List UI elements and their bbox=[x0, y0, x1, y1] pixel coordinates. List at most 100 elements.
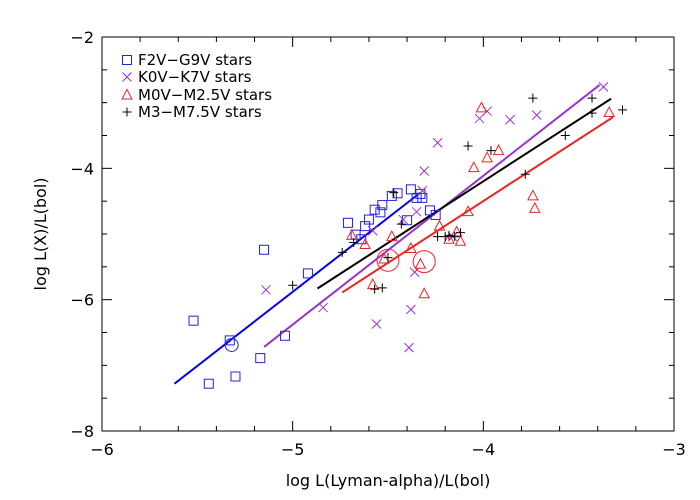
square-point bbox=[377, 200, 388, 211]
triangle-point bbox=[454, 234, 467, 246]
fit-line bbox=[341, 116, 614, 294]
square-point bbox=[302, 268, 313, 279]
fit-line bbox=[316, 97, 612, 290]
square-point bbox=[230, 371, 241, 382]
x-tick-label: −6 bbox=[90, 440, 114, 459]
x-point bbox=[371, 319, 382, 329]
plus-point bbox=[528, 93, 538, 103]
plus-point bbox=[587, 108, 597, 118]
y-tick-label: −4 bbox=[70, 159, 94, 178]
x-point bbox=[261, 284, 271, 295]
y-tick-label: −8 bbox=[70, 422, 94, 441]
triangle-point bbox=[418, 287, 431, 299]
x-point bbox=[406, 304, 416, 315]
x-axis-title: log L(Lyman-alpha)/L(bol) bbox=[286, 471, 491, 490]
plus-point bbox=[440, 232, 450, 242]
square-point bbox=[430, 209, 441, 220]
legend-markers bbox=[121, 55, 133, 117]
triangle-point bbox=[492, 144, 505, 156]
square-point bbox=[280, 330, 291, 341]
square-point bbox=[386, 190, 397, 201]
x-point bbox=[409, 267, 420, 277]
triangle-point bbox=[467, 161, 480, 173]
legend-square-marker bbox=[122, 55, 132, 65]
plus-point bbox=[463, 141, 473, 151]
plus-point bbox=[450, 232, 460, 242]
square-point bbox=[375, 207, 386, 218]
x-tick-label: −3 bbox=[662, 440, 686, 459]
y-tick-label: −2 bbox=[70, 28, 94, 47]
legend: F2V−G9V stars K0V−K7V stars M0V−M2.5V st… bbox=[121, 51, 272, 121]
x-point bbox=[411, 206, 422, 217]
triangle-point bbox=[405, 241, 417, 253]
plus-point bbox=[618, 105, 628, 115]
square-point bbox=[417, 192, 428, 203]
x-point bbox=[367, 225, 378, 236]
highlight-circle bbox=[412, 250, 436, 274]
square-point bbox=[224, 335, 235, 346]
triangle-point bbox=[433, 219, 446, 231]
x-point bbox=[419, 166, 430, 176]
x-point bbox=[505, 114, 515, 125]
legend-plus-marker bbox=[122, 107, 132, 117]
square-point bbox=[259, 244, 270, 255]
highlight-circle bbox=[224, 337, 239, 352]
triangle-point bbox=[359, 237, 371, 250]
x-tick-label: −5 bbox=[281, 440, 305, 459]
plus-point bbox=[520, 169, 530, 179]
triangle-point bbox=[528, 201, 541, 213]
square-point bbox=[255, 353, 266, 364]
fit-lines bbox=[173, 84, 614, 385]
legend-x-marker bbox=[122, 72, 132, 82]
legend-label-k-stars: K0V−K7V stars bbox=[138, 68, 252, 86]
plus-point bbox=[587, 93, 597, 103]
triangle-point bbox=[345, 228, 358, 240]
triangle-point bbox=[603, 105, 616, 118]
square-point bbox=[405, 184, 416, 195]
plus-point bbox=[396, 219, 406, 229]
x-point bbox=[598, 82, 609, 92]
x-point bbox=[398, 214, 409, 225]
triangle-point bbox=[475, 101, 488, 113]
legend-label-f-stars: F2V−G9V stars bbox=[138, 51, 252, 69]
triangle-point bbox=[450, 225, 463, 237]
plus-point bbox=[486, 146, 496, 156]
fit-line bbox=[173, 191, 422, 385]
square-point bbox=[411, 192, 422, 203]
triangle-point bbox=[366, 277, 379, 290]
plus-point bbox=[288, 280, 298, 290]
plus-point bbox=[560, 131, 570, 140]
highlight-circles bbox=[224, 248, 436, 352]
x-point bbox=[404, 342, 414, 353]
data-points bbox=[188, 82, 628, 389]
square-point bbox=[188, 315, 199, 326]
square-point bbox=[360, 221, 371, 232]
legend-label-m0-stars: M0V−M2.5V stars bbox=[138, 86, 272, 104]
x-point bbox=[318, 302, 329, 313]
x-point bbox=[531, 110, 542, 120]
square-point bbox=[342, 217, 353, 228]
plus-point bbox=[370, 284, 380, 294]
fit-line bbox=[263, 84, 601, 348]
y-tick-label: −6 bbox=[70, 291, 94, 310]
plus-point bbox=[455, 228, 465, 238]
plus-point bbox=[444, 230, 454, 240]
plus-point bbox=[383, 253, 393, 263]
legend-label-m3-stars: M3−M7.5V stars bbox=[138, 103, 262, 121]
x-point bbox=[417, 185, 428, 196]
plus-point bbox=[349, 238, 359, 248]
plus-point bbox=[433, 232, 443, 242]
triangle-point bbox=[481, 151, 493, 163]
x-point bbox=[432, 137, 443, 148]
triangle-point bbox=[462, 205, 474, 217]
x-tick-label: −4 bbox=[472, 440, 496, 459]
plus-point bbox=[377, 283, 387, 293]
triangle-point bbox=[527, 189, 539, 201]
triangle-point bbox=[443, 232, 455, 244]
triangle-point bbox=[378, 252, 391, 264]
triangle-point bbox=[414, 257, 427, 269]
square-point bbox=[203, 378, 214, 389]
highlight-circle bbox=[376, 248, 400, 272]
y-axis-title: log L(X)/L(bol) bbox=[31, 177, 50, 290]
